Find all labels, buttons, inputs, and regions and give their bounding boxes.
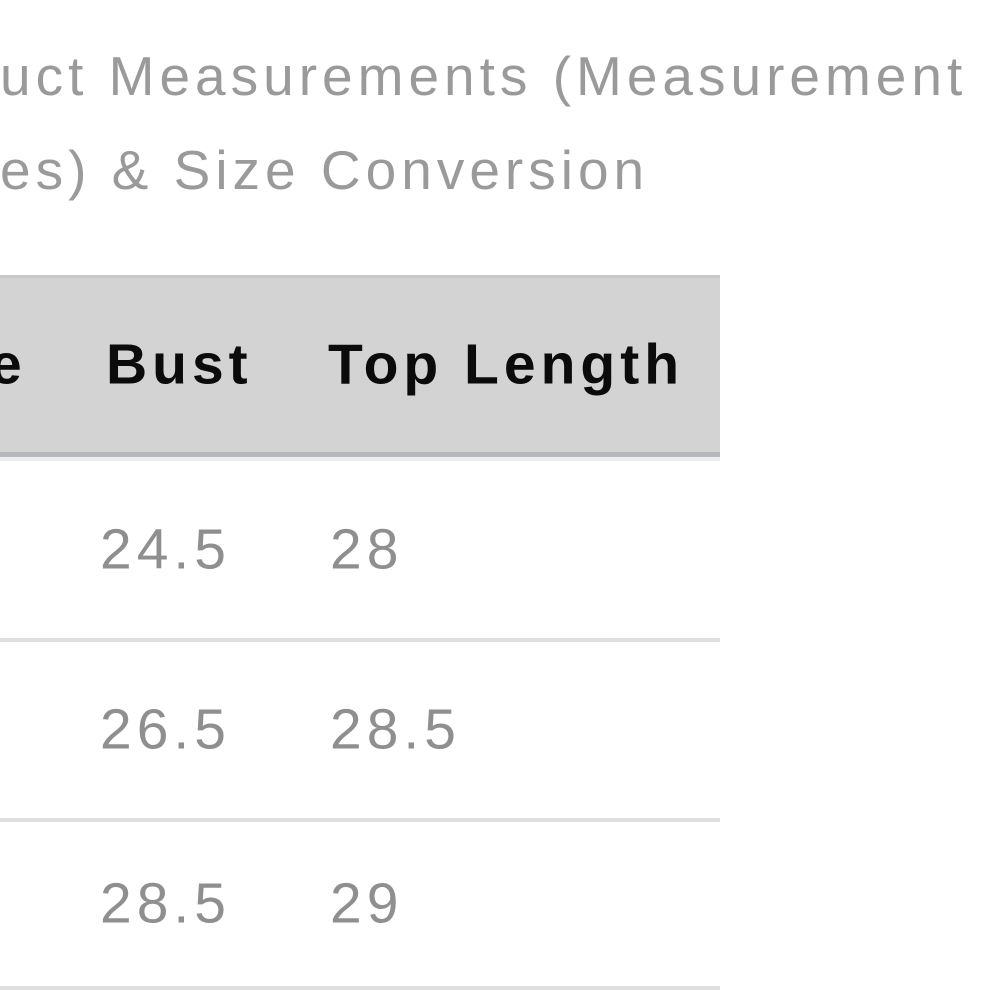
size-chart-header-row: e Bust Top Length <box>0 275 720 461</box>
table-row: 24.5 28 <box>0 461 720 642</box>
bust-value: 24.5 <box>100 517 231 581</box>
size-chart-table: e Bust Top Length 24.5 28 26.5 28.5 28.5… <box>0 275 720 990</box>
column-header-bust: Bust <box>106 332 253 397</box>
table-row: 26.5 28.5 <box>0 642 720 822</box>
top-length-value: 28 <box>330 517 404 581</box>
bust-value: 26.5 <box>100 697 231 762</box>
table-row: 28.5 29 <box>0 822 720 990</box>
top-length-value: 28.5 <box>330 697 461 762</box>
section-title-line1: uct Measurements (Measurement <box>0 45 968 107</box>
section-title: uct Measurements (Measurement es) & Size… <box>0 29 1000 217</box>
section-title-line2: es) & Size Conversion <box>0 139 650 201</box>
bust-value: 28.5 <box>100 871 231 936</box>
column-header-top-length: Top Length <box>328 332 685 397</box>
top-length-value: 29 <box>330 871 404 936</box>
column-header-size-partial: e <box>0 332 27 397</box>
